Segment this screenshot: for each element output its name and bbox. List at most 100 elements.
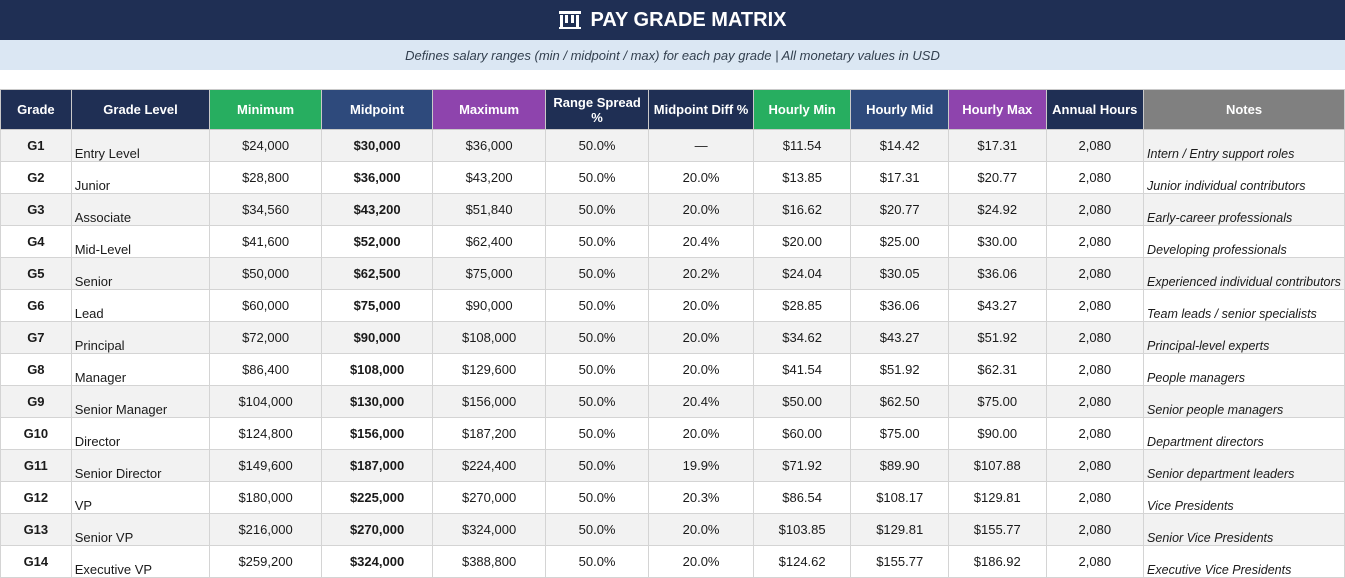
cell-grade[interactable]: G8 bbox=[0, 353, 72, 386]
cell-grade[interactable]: G7 bbox=[0, 321, 72, 354]
cell-hourly-min[interactable]: $16.62 bbox=[752, 193, 852, 226]
column-header-annual-hours[interactable]: Annual Hours bbox=[1045, 89, 1145, 130]
cell-midpoint[interactable]: $90,000 bbox=[320, 321, 434, 354]
column-header-hourly-mid[interactable]: Hourly Mid bbox=[850, 89, 949, 130]
cell-hourly-mid[interactable]: $108.17 bbox=[850, 481, 949, 514]
cell-annual-hours[interactable]: 2,080 bbox=[1045, 449, 1145, 482]
cell-grade-level[interactable]: Principal bbox=[70, 321, 211, 354]
cell-midpoint[interactable]: $36,000 bbox=[320, 161, 434, 194]
cell-range-spread[interactable]: 50.0% bbox=[544, 417, 650, 450]
cell-range-spread[interactable]: 50.0% bbox=[544, 129, 650, 162]
cell-grade[interactable]: G6 bbox=[0, 289, 72, 322]
cell-notes[interactable]: Senior department leaders bbox=[1143, 449, 1345, 482]
cell-notes[interactable]: Junior individual contributors bbox=[1143, 161, 1345, 194]
cell-minimum[interactable]: $60,000 bbox=[209, 289, 322, 322]
cell-midpoint[interactable]: $225,000 bbox=[320, 481, 434, 514]
cell-grade-level[interactable]: Senior Director bbox=[70, 449, 211, 482]
cell-maximum[interactable]: $224,400 bbox=[432, 449, 546, 482]
cell-hourly-max[interactable]: $75.00 bbox=[947, 385, 1047, 418]
cell-notes[interactable]: People managers bbox=[1143, 353, 1345, 386]
cell-hourly-min[interactable]: $28.85 bbox=[752, 289, 852, 322]
cell-grade-level[interactable]: Associate bbox=[70, 193, 211, 226]
cell-grade[interactable]: G5 bbox=[0, 257, 72, 290]
cell-hourly-max[interactable]: $17.31 bbox=[947, 129, 1047, 162]
cell-midpoint[interactable]: $30,000 bbox=[320, 129, 434, 162]
cell-hourly-mid[interactable]: $14.42 bbox=[850, 129, 949, 162]
cell-maximum[interactable]: $156,000 bbox=[432, 385, 546, 418]
cell-maximum[interactable]: $388,800 bbox=[432, 545, 546, 578]
cell-midpoint-diff[interactable]: 19.9% bbox=[648, 449, 754, 482]
cell-notes[interactable]: Vice Presidents bbox=[1143, 481, 1345, 514]
cell-midpoint[interactable]: $75,000 bbox=[320, 289, 434, 322]
cell-hourly-max[interactable]: $36.06 bbox=[947, 257, 1047, 290]
cell-annual-hours[interactable]: 2,080 bbox=[1045, 129, 1145, 162]
cell-midpoint-diff[interactable]: — bbox=[648, 129, 754, 162]
cell-notes[interactable]: Department directors bbox=[1143, 417, 1345, 450]
cell-hourly-mid[interactable]: $43.27 bbox=[850, 321, 949, 354]
cell-notes[interactable]: Senior Vice Presidents bbox=[1143, 513, 1345, 546]
cell-midpoint-diff[interactable]: 20.0% bbox=[648, 193, 754, 226]
column-header-midpoint[interactable]: Midpoint bbox=[320, 89, 434, 130]
cell-maximum[interactable]: $75,000 bbox=[432, 257, 546, 290]
cell-grade-level[interactable]: VP bbox=[70, 481, 211, 514]
cell-grade[interactable]: G13 bbox=[0, 513, 72, 546]
cell-minimum[interactable]: $34,560 bbox=[209, 193, 322, 226]
cell-hourly-min[interactable]: $41.54 bbox=[752, 353, 852, 386]
cell-hourly-mid[interactable]: $129.81 bbox=[850, 513, 949, 546]
cell-grade-level[interactable]: Executive VP bbox=[70, 545, 211, 578]
cell-range-spread[interactable]: 50.0% bbox=[544, 353, 650, 386]
cell-midpoint-diff[interactable]: 20.0% bbox=[648, 417, 754, 450]
cell-minimum[interactable]: $86,400 bbox=[209, 353, 322, 386]
cell-maximum[interactable]: $270,000 bbox=[432, 481, 546, 514]
cell-hourly-max[interactable]: $30.00 bbox=[947, 225, 1047, 258]
cell-hourly-min[interactable]: $50.00 bbox=[752, 385, 852, 418]
cell-range-spread[interactable]: 50.0% bbox=[544, 513, 650, 546]
column-header-midpoint-diff[interactable]: Midpoint Diff % bbox=[648, 89, 754, 130]
column-header-grade[interactable]: Grade bbox=[0, 89, 72, 130]
cell-hourly-min[interactable]: $71.92 bbox=[752, 449, 852, 482]
column-header-hourly-max[interactable]: Hourly Max bbox=[947, 89, 1047, 130]
cell-range-spread[interactable]: 50.0% bbox=[544, 257, 650, 290]
cell-hourly-mid[interactable]: $20.77 bbox=[850, 193, 949, 226]
cell-grade-level[interactable]: Mid-Level bbox=[70, 225, 211, 258]
cell-range-spread[interactable]: 50.0% bbox=[544, 161, 650, 194]
column-header-hourly-min[interactable]: Hourly Min bbox=[752, 89, 852, 130]
cell-midpoint-diff[interactable]: 20.0% bbox=[648, 321, 754, 354]
cell-minimum[interactable]: $149,600 bbox=[209, 449, 322, 482]
cell-minimum[interactable]: $259,200 bbox=[209, 545, 322, 578]
cell-hourly-mid[interactable]: $17.31 bbox=[850, 161, 949, 194]
cell-minimum[interactable]: $72,000 bbox=[209, 321, 322, 354]
cell-grade[interactable]: G4 bbox=[0, 225, 72, 258]
cell-grade-level[interactable]: Senior bbox=[70, 257, 211, 290]
cell-maximum[interactable]: $51,840 bbox=[432, 193, 546, 226]
cell-minimum[interactable]: $41,600 bbox=[209, 225, 322, 258]
cell-range-spread[interactable]: 50.0% bbox=[544, 449, 650, 482]
cell-hourly-mid[interactable]: $36.06 bbox=[850, 289, 949, 322]
cell-hourly-max[interactable]: $186.92 bbox=[947, 545, 1047, 578]
cell-annual-hours[interactable]: 2,080 bbox=[1045, 257, 1145, 290]
cell-minimum[interactable]: $124,800 bbox=[209, 417, 322, 450]
cell-midpoint[interactable]: $270,000 bbox=[320, 513, 434, 546]
cell-midpoint[interactable]: $43,200 bbox=[320, 193, 434, 226]
cell-notes[interactable]: Principal-level experts bbox=[1143, 321, 1345, 354]
cell-hourly-min[interactable]: $86.54 bbox=[752, 481, 852, 514]
cell-hourly-min[interactable]: $34.62 bbox=[752, 321, 852, 354]
cell-midpoint-diff[interactable]: 20.0% bbox=[648, 545, 754, 578]
cell-grade-level[interactable]: Junior bbox=[70, 161, 211, 194]
cell-maximum[interactable]: $129,600 bbox=[432, 353, 546, 386]
cell-minimum[interactable]: $28,800 bbox=[209, 161, 322, 194]
cell-maximum[interactable]: $187,200 bbox=[432, 417, 546, 450]
cell-range-spread[interactable]: 50.0% bbox=[544, 545, 650, 578]
cell-midpoint[interactable]: $324,000 bbox=[320, 545, 434, 578]
cell-notes[interactable]: Intern / Entry support roles bbox=[1143, 129, 1345, 162]
column-header-maximum[interactable]: Maximum bbox=[432, 89, 546, 130]
cell-notes[interactable]: Senior people managers bbox=[1143, 385, 1345, 418]
column-header-minimum[interactable]: Minimum bbox=[209, 89, 322, 130]
cell-hourly-min[interactable]: $103.85 bbox=[752, 513, 852, 546]
cell-hourly-mid[interactable]: $25.00 bbox=[850, 225, 949, 258]
cell-grade[interactable]: G1 bbox=[0, 129, 72, 162]
cell-hourly-mid[interactable]: $51.92 bbox=[850, 353, 949, 386]
cell-midpoint-diff[interactable]: 20.4% bbox=[648, 225, 754, 258]
cell-midpoint-diff[interactable]: 20.0% bbox=[648, 161, 754, 194]
cell-maximum[interactable]: $43,200 bbox=[432, 161, 546, 194]
